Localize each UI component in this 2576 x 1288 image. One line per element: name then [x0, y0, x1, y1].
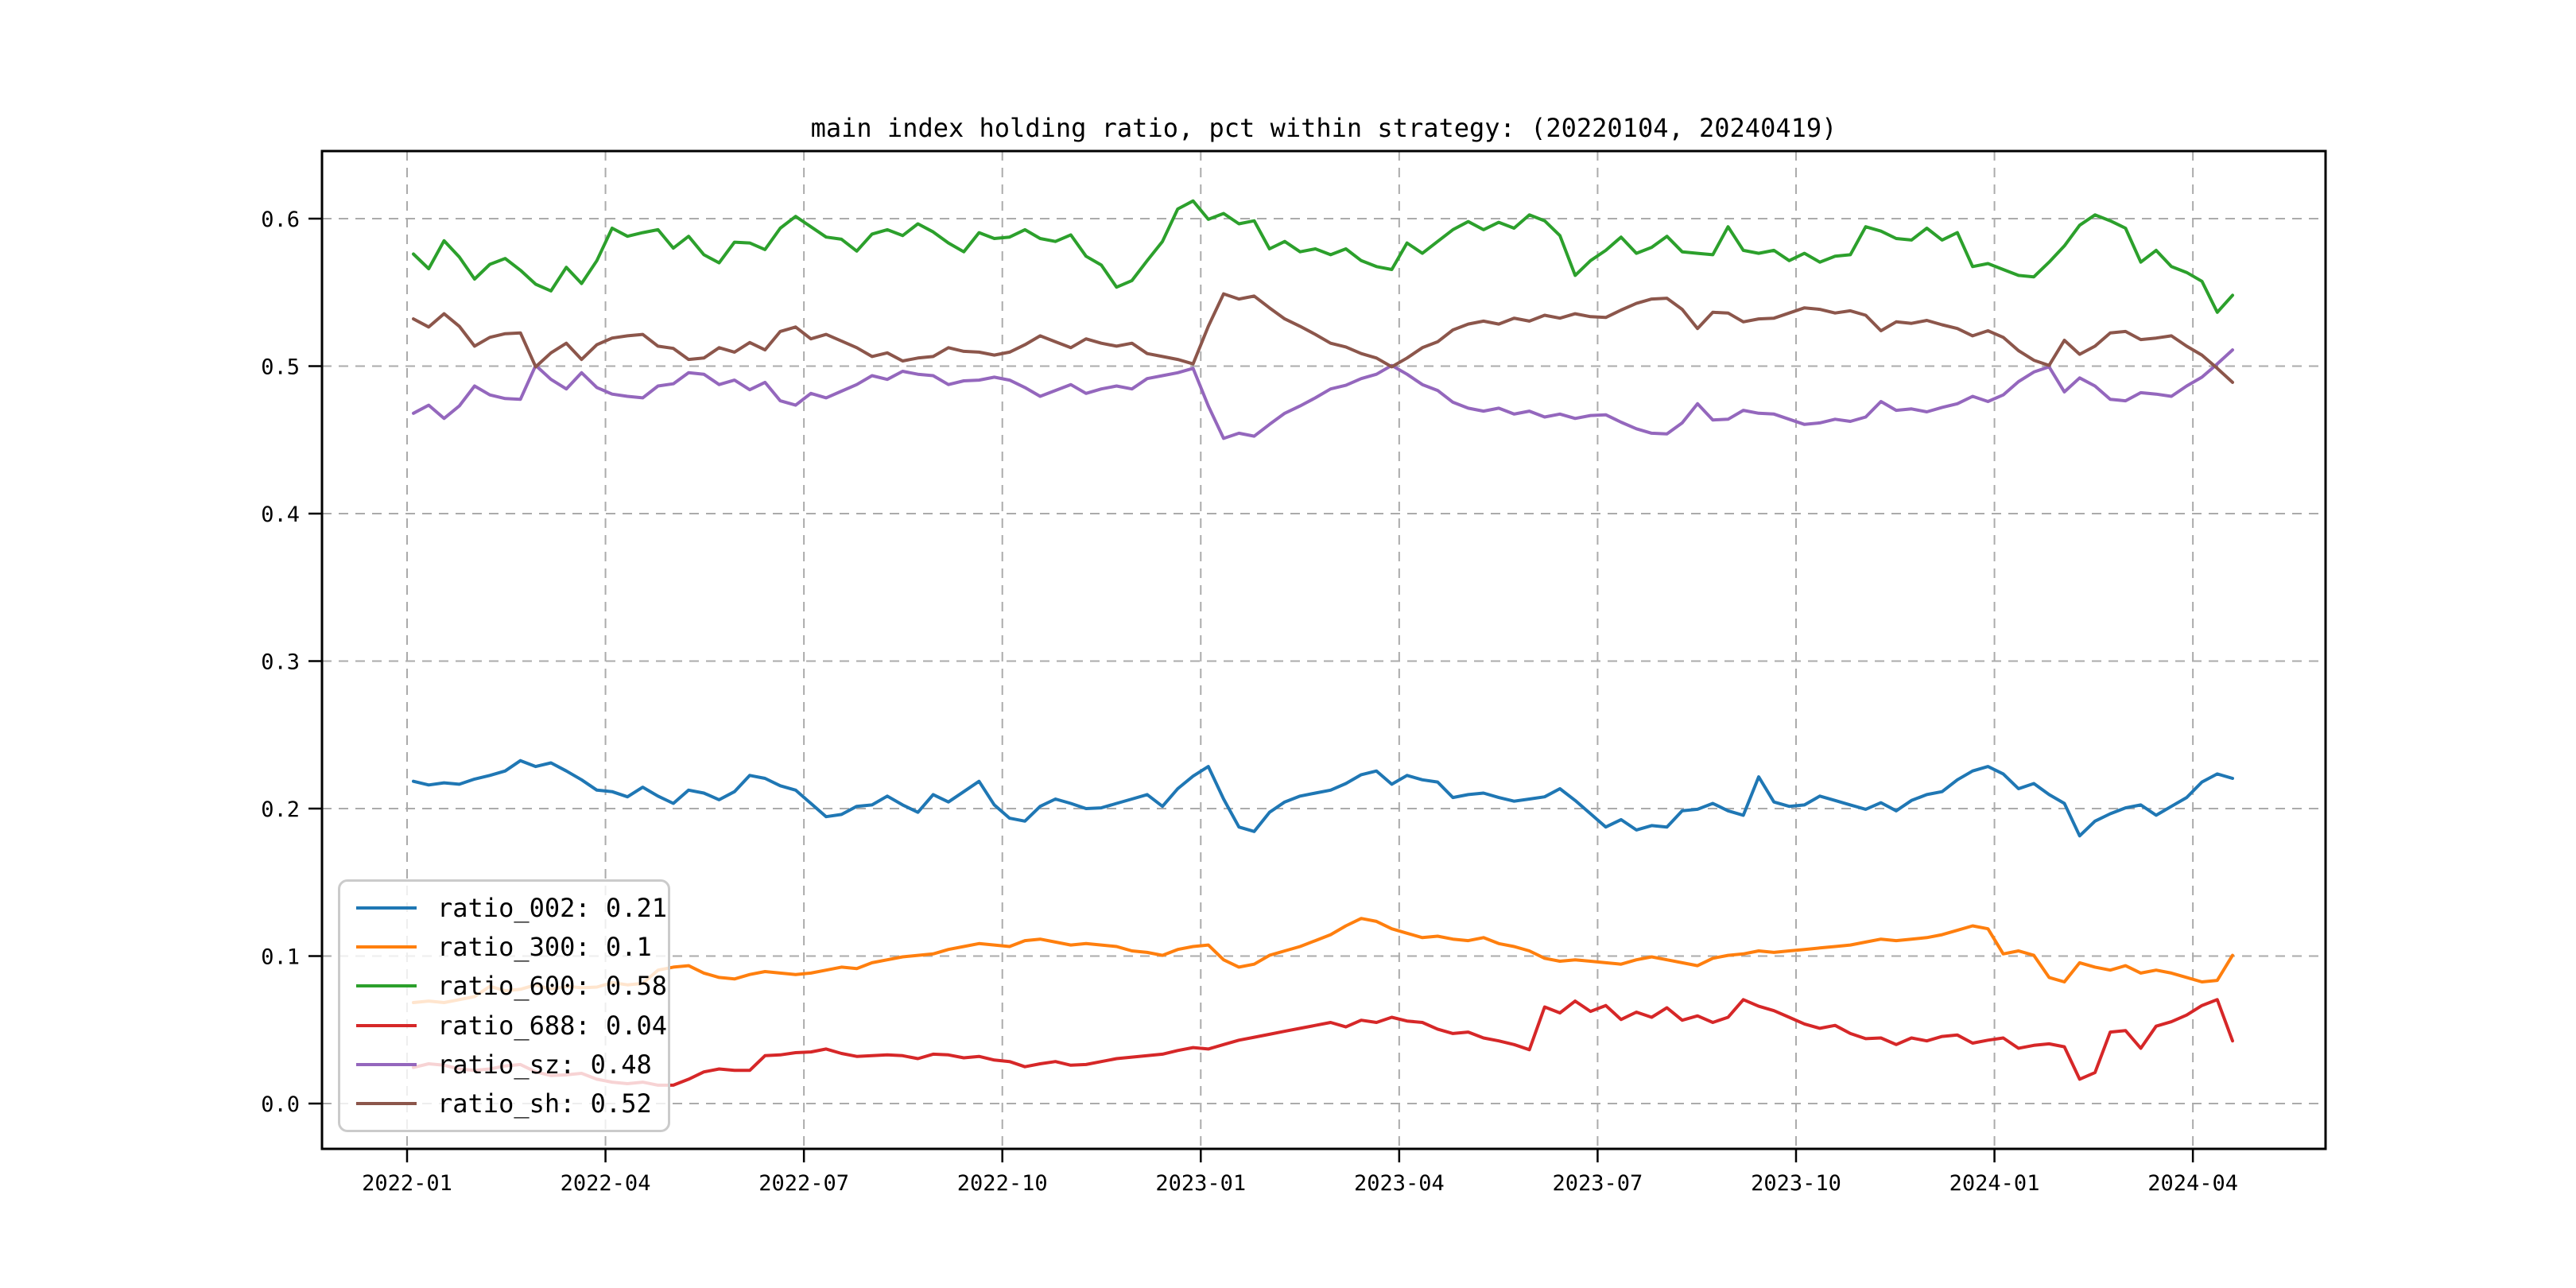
x-tick-label: 2024-01: [1949, 1171, 2040, 1196]
x-tick-label: 2022-01: [362, 1171, 452, 1196]
y-tick-label: 0.6: [261, 208, 300, 232]
y-tick-label: 0.1: [261, 945, 300, 970]
x-tick-label: 2022-07: [758, 1171, 849, 1196]
series-line-ratio_sh: [412, 292, 2234, 384]
series-line-ratio_600: [412, 199, 2234, 314]
legend-swatch-ratio_sh: [356, 1102, 417, 1106]
series-line-ratio_sz: [412, 348, 2234, 440]
legend-swatch-ratio_002: [356, 906, 417, 910]
legend-item-ratio_sh: ratio_sh: 0.52: [356, 1088, 663, 1119]
plot-spines: [320, 149, 2327, 1150]
y-tick-label: 0.5: [261, 355, 300, 379]
legend-item-ratio_688: ratio_688: 0.04: [356, 1011, 667, 1041]
y-tick-label: 0.3: [261, 650, 300, 675]
y-tick-label: 0.2: [261, 797, 300, 822]
chart-title: main index holding ratio, pct within str…: [810, 113, 1837, 143]
x-tick-label: 2022-10: [957, 1171, 1048, 1196]
legend-item-ratio_600: ratio_600: 0.58: [356, 971, 667, 1001]
legend-item-ratio_sz: ratio_sz: 0.48: [356, 1049, 663, 1080]
y-tick-label: 0.0: [261, 1092, 300, 1117]
x-tick-label: 2022-04: [561, 1171, 651, 1196]
legend-label-ratio_sh: ratio_sh: 0.52: [437, 1088, 652, 1119]
legend-swatch-ratio_600: [356, 984, 417, 988]
series-line-ratio_688: [412, 998, 2234, 1087]
x-tick-label: 2023-01: [1155, 1171, 1246, 1196]
legend-swatch-ratio_300: [356, 945, 417, 949]
y-tick-label: 0.4: [261, 502, 300, 527]
legend-label-ratio_sz: ratio_sz: 0.48: [437, 1049, 652, 1080]
x-tick-label: 2023-04: [1354, 1171, 1445, 1196]
legend-label-ratio_688: ratio_688: 0.04: [437, 1010, 667, 1041]
legend-label-ratio_600: ratio_600: 0.58: [437, 971, 667, 1002]
x-tick-label: 2024-04: [2147, 1171, 2238, 1196]
legend-label-ratio_300: ratio_300: 0.1: [437, 931, 652, 962]
legend-swatch-ratio_688: [356, 1023, 417, 1027]
legend-label-ratio_002: ratio_002: 0.21: [437, 892, 667, 923]
legend-swatch-ratio_sz: [356, 1062, 417, 1066]
legend-item-ratio_300: ratio_300: 0.1: [356, 932, 663, 962]
legend-item-ratio_002: ratio_002: 0.21: [356, 893, 667, 923]
legend: ratio_002: 0.21 ratio_300: 0.1 ratio_600: …: [338, 879, 670, 1132]
series-line-ratio_002: [412, 758, 2234, 838]
series-line-ratio_300: [412, 917, 2234, 1004]
x-tick-label: 2023-07: [1553, 1171, 1643, 1196]
x-tick-label: 2023-10: [1751, 1171, 1841, 1196]
